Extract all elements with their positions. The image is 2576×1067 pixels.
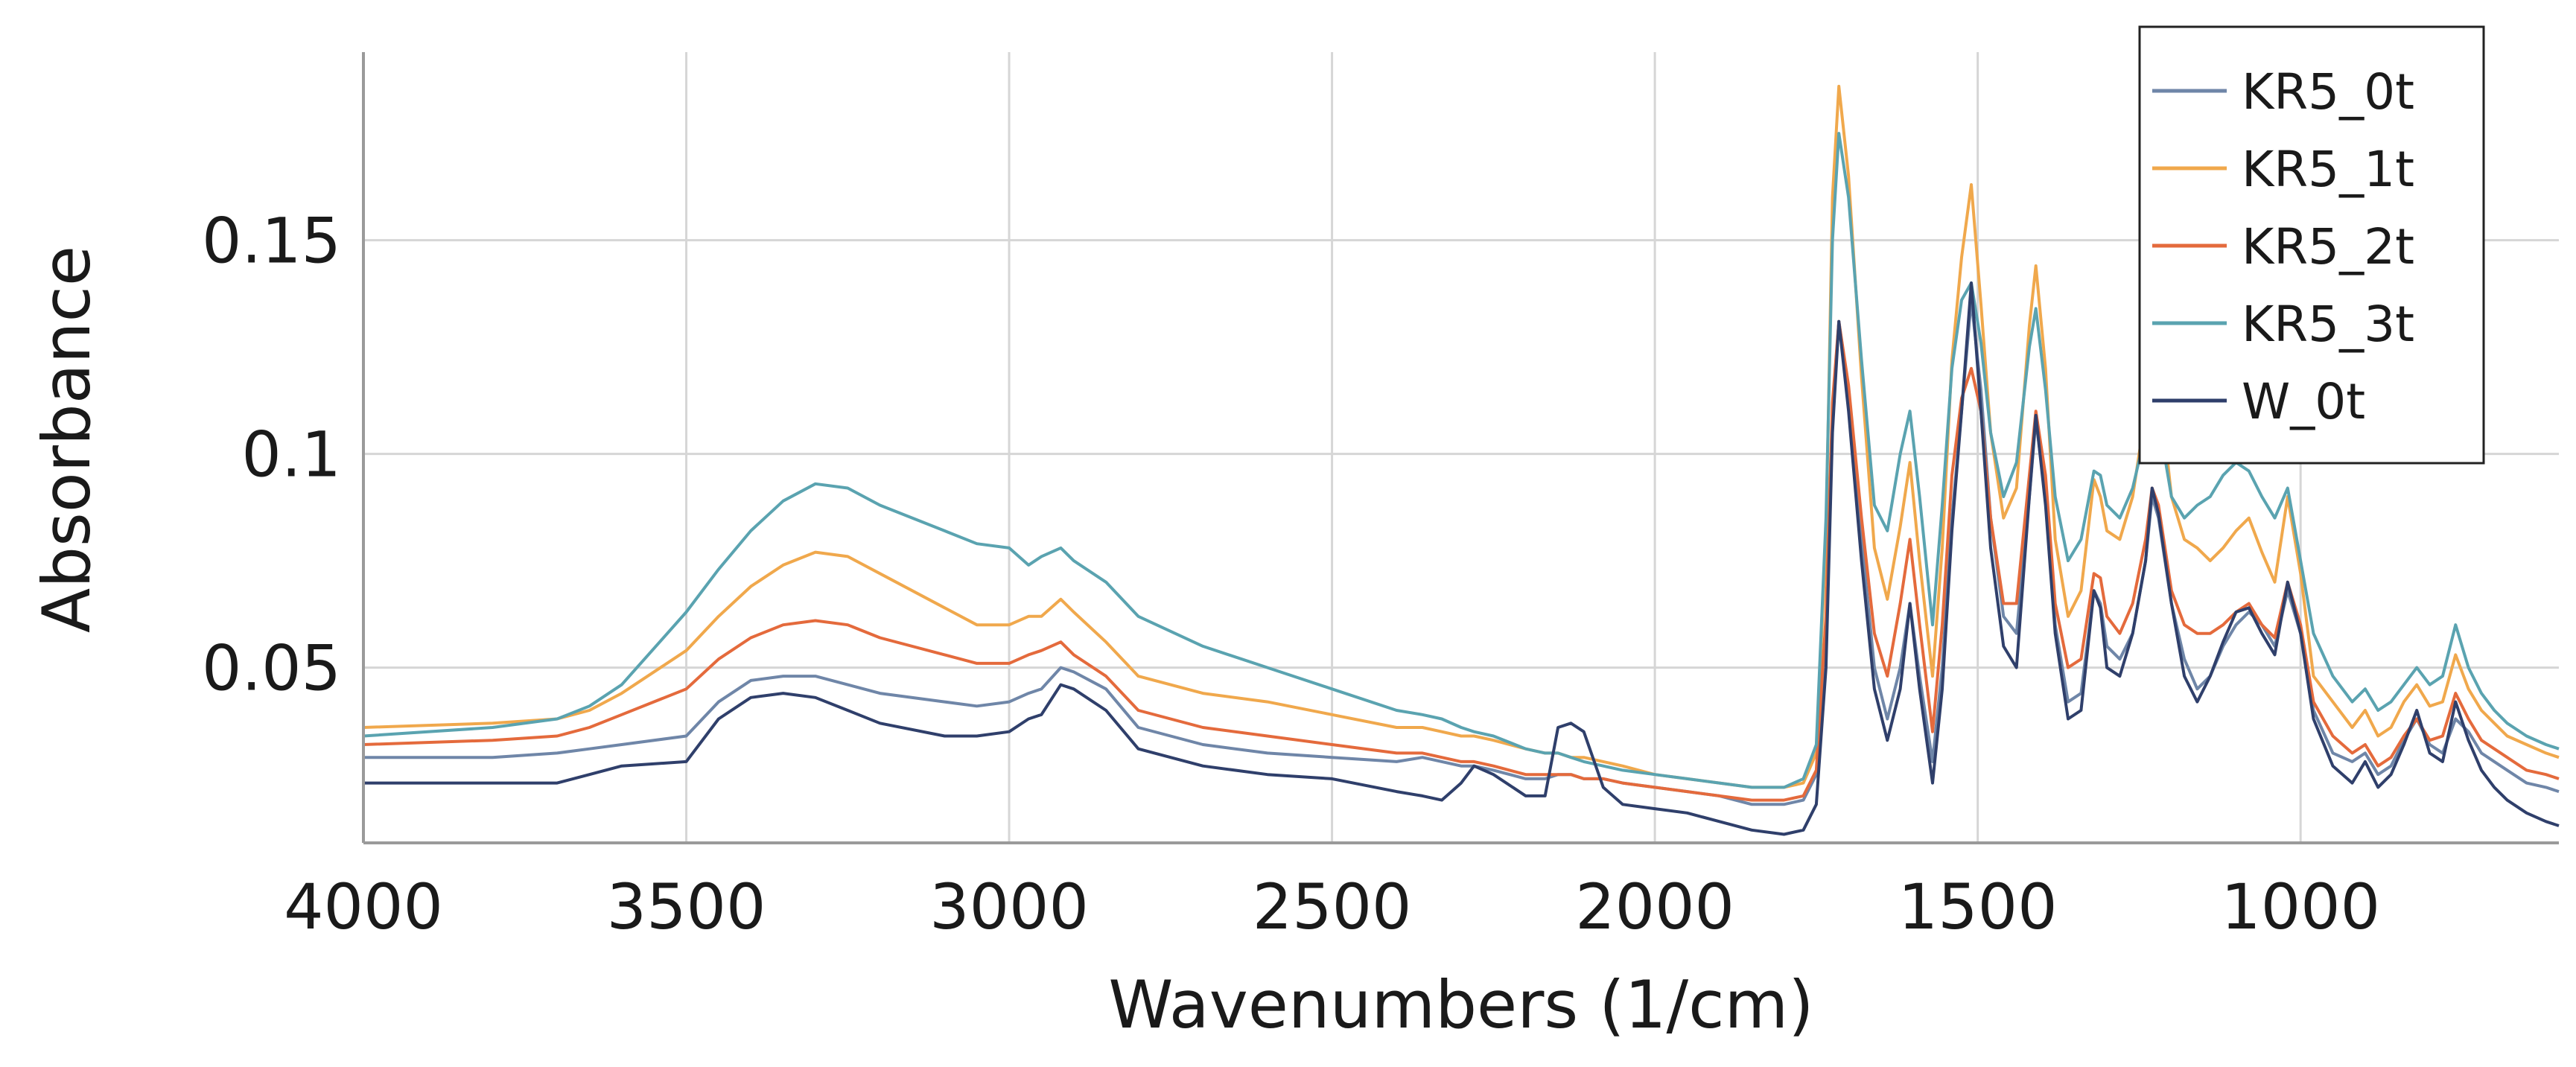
x-axis-title: Wavenumbers (1/cm) [1108,966,1813,1043]
legend-label: KR5_3t [2242,296,2414,353]
x-tick-label: 3500 [607,870,766,943]
series-line-w-0t [363,281,2560,836]
legend-label: W_0t [2242,373,2365,430]
x-tick-label: 4000 [284,870,443,943]
legend-label: KR5_0t [2242,63,2414,121]
series-line-kr5-3t [363,132,2560,789]
tick-labels: 4000 3500 3000 2500 2000 1500 1000 0.05 0.1 0.15 [202,205,2380,943]
x-tick-label: 1000 [2221,870,2380,943]
x-tick-label: 1500 [1898,870,2058,943]
y-tick-label: 0.15 [202,205,341,278]
axes [362,52,2559,844]
series-line-kr5-1t [363,84,2560,789]
series-lines [363,84,2560,836]
legend: KR5_0t KR5_1t KR5_2t KR5_3t W_0t [2138,25,2485,465]
y-axis-title: Absorbance [28,246,105,633]
legend-label: KR5_1t [2242,141,2414,198]
y-tick-label: 0.1 [241,418,341,491]
x-tick-label: 2500 [1253,870,1412,943]
legend-label: KR5_2t [2242,218,2414,275]
series-line-kr5-2t [363,319,2560,802]
x-tick-label: 3000 [929,870,1089,943]
y-tick-label: 0.05 [202,632,341,705]
x-tick-label: 2000 [1575,870,1734,943]
